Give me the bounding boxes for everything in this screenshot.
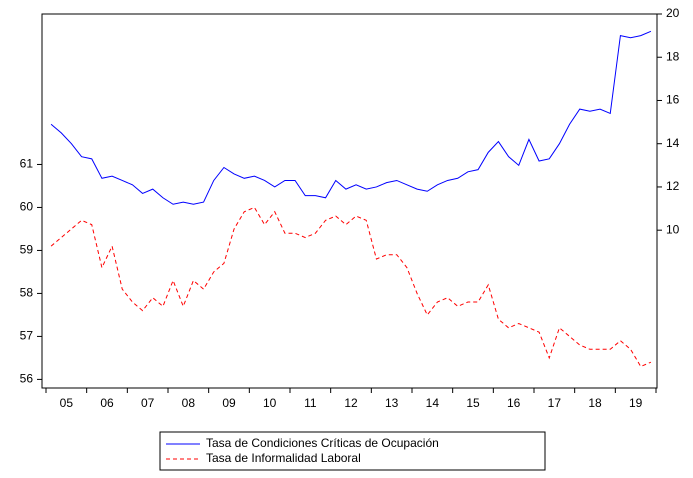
y2-tick-label: 20 xyxy=(666,6,680,20)
y-tick-label: 60 xyxy=(20,200,34,214)
y-tick-label: 56 xyxy=(20,372,34,386)
x-tick-label: 17 xyxy=(548,396,562,410)
y-tick-label: 59 xyxy=(20,243,34,257)
x-tick-label: 09 xyxy=(222,396,236,410)
x-tick-label: 14 xyxy=(426,396,440,410)
y2-tick-label: 10 xyxy=(666,222,680,236)
x-tick-label: 18 xyxy=(588,396,602,410)
x-tick-label: 12 xyxy=(344,396,358,410)
legend-box xyxy=(159,431,546,471)
plot-frame xyxy=(41,13,658,389)
y2-tick-label: 16 xyxy=(666,93,680,107)
y2-tick-label: 18 xyxy=(666,49,680,63)
series-line xyxy=(50,206,652,368)
y-tick-label: 57 xyxy=(20,329,34,343)
x-tick-label: 06 xyxy=(100,396,114,410)
x-tick-label: 15 xyxy=(466,396,480,410)
legend-label: Tasa de Condiciones Críticas de Ocupació… xyxy=(206,436,439,450)
series-line xyxy=(50,30,652,205)
x-tick-label: 05 xyxy=(60,396,74,410)
x-tick-label: 13 xyxy=(385,396,399,410)
x-tick-label: 07 xyxy=(141,396,155,410)
legend-label: Tasa de Informalidad Laboral xyxy=(206,451,361,465)
x-tick-label: 10 xyxy=(263,396,277,410)
x-tick-label: 19 xyxy=(629,396,643,410)
y2-tick-label: 12 xyxy=(666,179,680,193)
y-tick-label: 58 xyxy=(20,286,34,300)
x-tick-label: 08 xyxy=(182,396,196,410)
legend: Tasa de Condiciones Críticas de Ocupació… xyxy=(159,431,546,471)
x-tick-label: 11 xyxy=(304,396,317,410)
y2-tick-label: 14 xyxy=(666,136,680,150)
y-tick-label: 61 xyxy=(20,157,34,171)
x-tick-label: 16 xyxy=(507,396,521,410)
